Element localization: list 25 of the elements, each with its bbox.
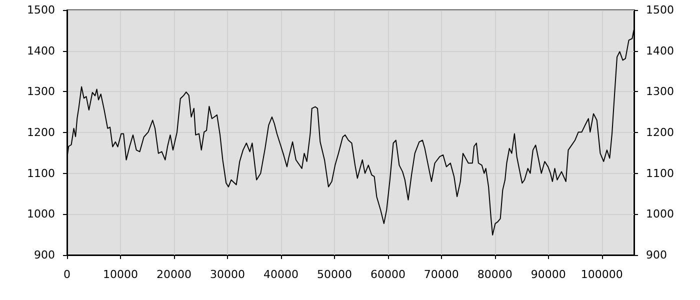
y-tick-label: 1300 bbox=[27, 85, 55, 98]
x-tick-label: 50000 bbox=[316, 268, 352, 281]
y2-tick-label: 1100 bbox=[646, 166, 674, 180]
y-tick-label: 900 bbox=[34, 248, 55, 262]
y-tick-label: 1500 bbox=[27, 4, 55, 16]
x-tick-label: 70000 bbox=[424, 268, 459, 281]
x-tick-label: 100000 bbox=[580, 268, 623, 281]
y2-tick-label: 1500 bbox=[646, 4, 674, 16]
x-tick-label: 0 bbox=[64, 268, 70, 281]
y-tick-label: 1100 bbox=[27, 166, 55, 180]
x-tick-label: 20000 bbox=[156, 268, 192, 281]
y2-tick-label: 1400 bbox=[646, 44, 674, 58]
y2-tick-label: 1200 bbox=[646, 126, 674, 139]
y2-tick-label: 1300 bbox=[646, 85, 674, 98]
x-tick-label: 80000 bbox=[477, 268, 512, 281]
x-tick-label: 40000 bbox=[263, 268, 298, 281]
x-tick-label: 30000 bbox=[210, 268, 245, 281]
y-tick-label: 1400 bbox=[27, 44, 55, 58]
x-tick-label: 10000 bbox=[102, 268, 138, 281]
y-tick-label: 1200 bbox=[27, 126, 55, 139]
y2-tick-label: 1000 bbox=[646, 208, 674, 221]
y-tick-label: 1000 bbox=[27, 208, 55, 221]
x-tick-label: 90000 bbox=[530, 268, 566, 281]
x-tick-label: 60000 bbox=[370, 268, 406, 281]
y2-tick-label: 900 bbox=[646, 248, 667, 262]
